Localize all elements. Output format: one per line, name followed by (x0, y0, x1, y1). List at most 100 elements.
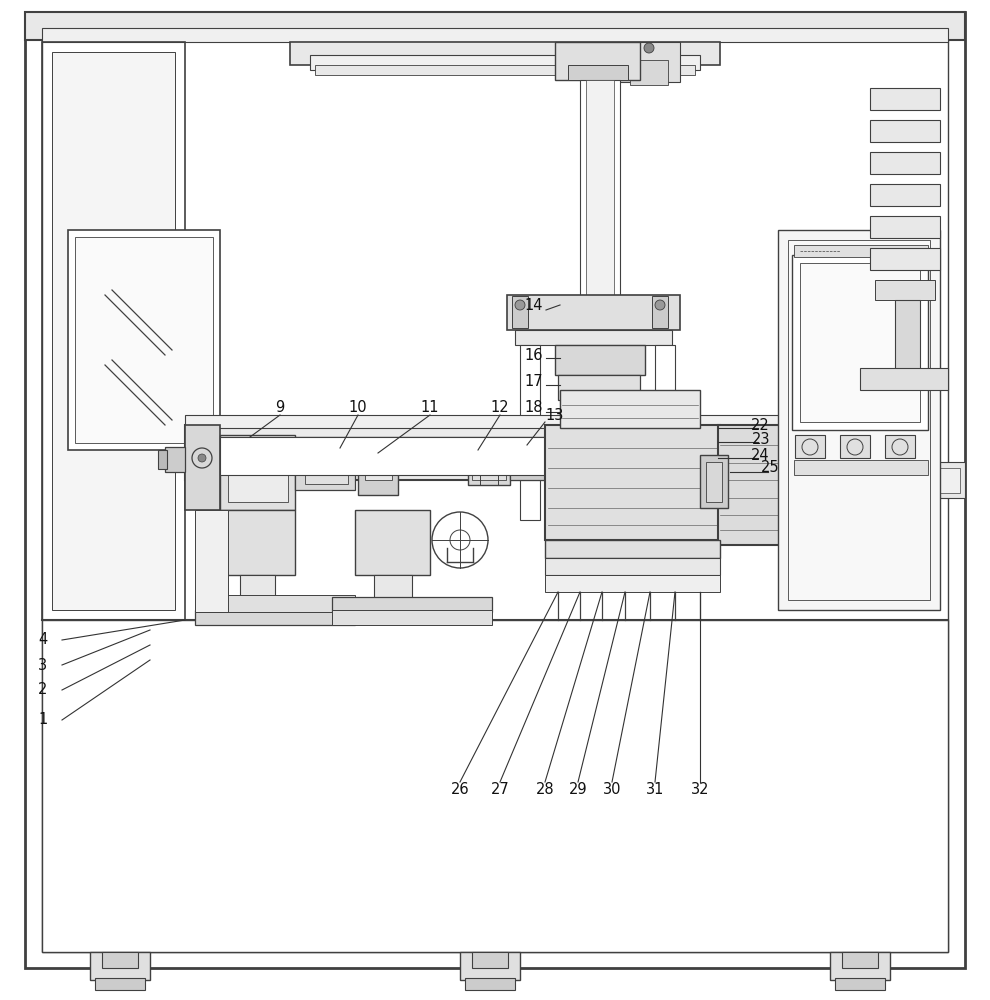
Text: 13: 13 (545, 408, 564, 422)
Bar (928, 462, 965, 498)
Bar (185, 415, 870, 428)
Text: 24: 24 (751, 448, 770, 462)
Bar (95, 978, 145, 990)
Bar (568, 65, 628, 80)
Bar (472, 450, 506, 480)
Text: 22: 22 (751, 418, 770, 432)
Bar (835, 978, 885, 990)
Text: 3: 3 (38, 658, 48, 673)
Bar (545, 575, 720, 592)
Bar (355, 510, 430, 575)
Text: 10: 10 (348, 400, 367, 416)
Bar (25, 12, 965, 40)
Bar (220, 510, 295, 575)
Bar (700, 455, 728, 508)
Bar (795, 435, 825, 458)
Text: 9: 9 (275, 400, 285, 416)
Bar (332, 610, 492, 625)
Text: 14: 14 (525, 298, 544, 312)
Bar (165, 447, 185, 472)
Text: 2: 2 (38, 683, 48, 698)
Text: 12: 12 (491, 400, 509, 416)
Text: 29: 29 (568, 782, 587, 798)
Bar (875, 280, 935, 300)
Bar (630, 60, 668, 85)
Bar (794, 460, 928, 475)
Text: 26: 26 (450, 782, 469, 798)
Bar (778, 230, 940, 610)
Text: 28: 28 (536, 782, 554, 798)
Text: 27: 27 (491, 782, 510, 798)
Bar (840, 435, 870, 458)
Bar (652, 296, 668, 328)
Bar (75, 237, 213, 443)
Bar (42, 620, 948, 952)
Bar (185, 425, 220, 510)
Bar (305, 455, 348, 484)
Bar (870, 248, 940, 270)
Text: 32: 32 (691, 782, 709, 798)
Circle shape (198, 454, 206, 462)
Bar (870, 184, 940, 206)
Bar (220, 437, 555, 475)
Bar (90, 952, 150, 980)
Circle shape (644, 43, 654, 53)
Bar (788, 240, 930, 600)
Bar (870, 452, 928, 512)
Bar (935, 468, 960, 493)
Bar (228, 443, 288, 502)
Bar (195, 595, 355, 612)
Bar (290, 42, 720, 65)
Bar (472, 952, 508, 968)
Bar (794, 245, 928, 257)
Bar (858, 443, 935, 520)
Bar (507, 295, 680, 330)
Bar (185, 425, 870, 480)
Bar (555, 345, 645, 375)
Bar (518, 450, 538, 474)
Bar (374, 575, 412, 618)
Bar (545, 425, 720, 540)
Bar (860, 368, 948, 390)
Bar (465, 978, 515, 990)
Bar (655, 345, 675, 520)
Bar (68, 230, 220, 450)
Bar (895, 300, 920, 370)
Bar (515, 330, 672, 345)
Text: 30: 30 (603, 782, 622, 798)
Bar (870, 152, 940, 174)
Bar (885, 435, 915, 458)
Bar (545, 540, 720, 558)
Bar (195, 510, 228, 612)
Bar (545, 558, 720, 575)
Bar (295, 448, 355, 490)
Text: 16: 16 (525, 348, 544, 362)
Bar (315, 65, 695, 75)
Bar (512, 296, 528, 328)
Bar (560, 400, 638, 425)
Text: 1: 1 (38, 712, 48, 728)
Text: 31: 31 (645, 782, 664, 798)
Bar (800, 263, 920, 422)
Bar (158, 450, 167, 469)
Bar (310, 55, 700, 70)
Bar (558, 375, 640, 400)
Bar (220, 435, 295, 510)
Bar (358, 445, 398, 495)
Text: 18: 18 (525, 400, 544, 416)
Circle shape (515, 300, 525, 310)
Bar (52, 52, 175, 610)
Bar (586, 80, 614, 300)
Text: 4: 4 (38, 633, 48, 648)
Bar (560, 390, 700, 428)
Bar (870, 120, 940, 142)
Bar (618, 42, 680, 82)
Bar (42, 42, 185, 620)
Bar (365, 453, 392, 480)
Bar (870, 216, 940, 238)
Text: 25: 25 (761, 460, 780, 476)
Bar (460, 952, 520, 980)
Bar (792, 255, 928, 430)
Bar (102, 952, 138, 968)
Bar (520, 345, 540, 520)
